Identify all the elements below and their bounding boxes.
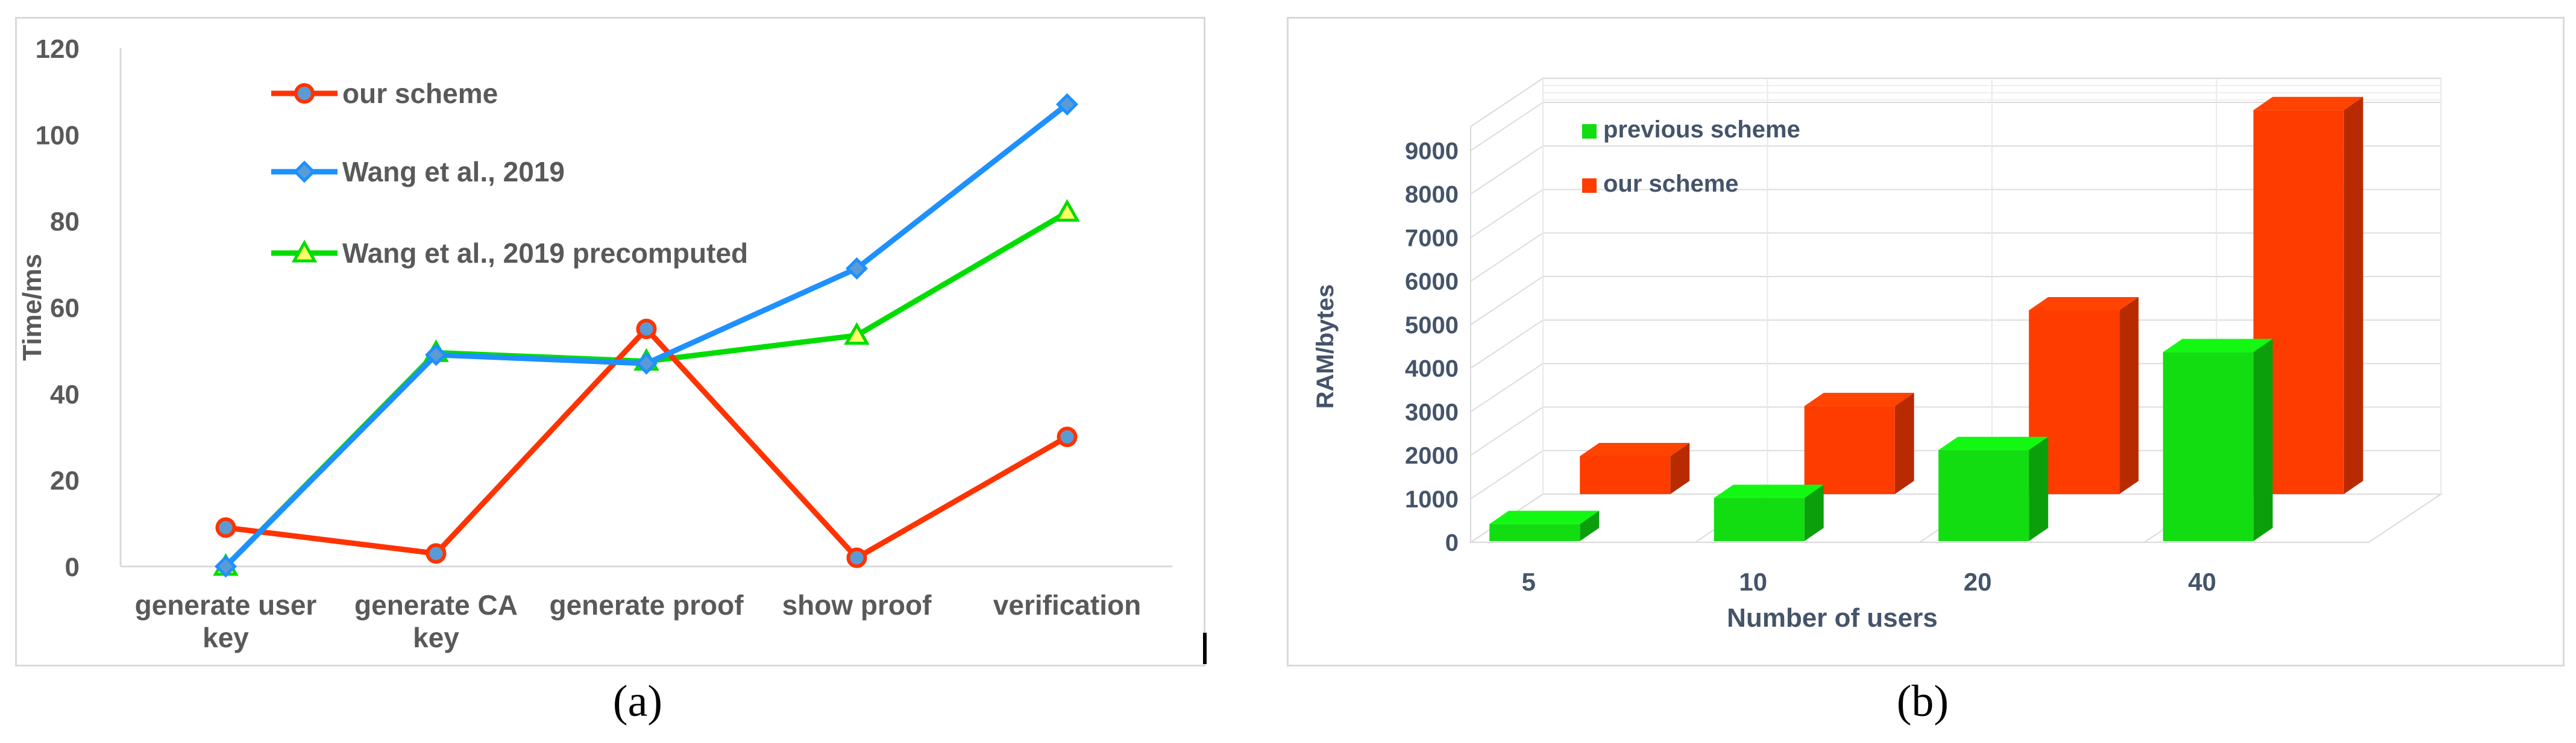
legend-entry-2: Wang et al., 2019 precomputed — [271, 237, 748, 269]
bar-side — [2253, 339, 2273, 541]
data-point — [424, 343, 448, 366]
bar-side — [1670, 442, 1690, 494]
series-line-1 — [214, 93, 1079, 578]
bar-side — [2343, 96, 2363, 494]
bar-top — [1580, 442, 1690, 456]
bar-front — [1580, 456, 1671, 494]
legend-marker — [293, 160, 316, 183]
y-tick-label: 9000 — [1405, 138, 1459, 165]
bar-previous-scheme — [2163, 339, 2273, 541]
legend-entry-1: Wang et al., 2019 — [271, 156, 565, 187]
y-tick-label: 5000 — [1405, 312, 1459, 339]
legend-label: our scheme — [342, 78, 498, 109]
bar-top — [1489, 510, 1600, 524]
x-tick-label: show proof — [782, 589, 932, 621]
x-tick-label: generate CA key — [354, 589, 518, 653]
panel-label-b: (b) — [1896, 677, 1949, 726]
data-point — [844, 322, 870, 345]
y-tick-label: 40 — [50, 380, 80, 409]
y-tick-label: 6000 — [1405, 269, 1459, 295]
legend-marker — [291, 239, 318, 263]
data-point — [1057, 427, 1078, 447]
x-tick-label: generate proof — [549, 589, 744, 621]
x-axis-label: Number of users — [1727, 603, 1938, 633]
bar-top — [1938, 436, 2049, 450]
bar-previous-scheme — [1714, 484, 1824, 541]
y-axis-label: RAM/bytes — [1312, 284, 1339, 409]
bar-front — [1804, 406, 1895, 494]
x-tick-label: verification — [993, 589, 1141, 621]
bar-side — [2029, 436, 2049, 541]
y-tick-label: 8000 — [1405, 181, 1459, 208]
data-point — [214, 555, 237, 578]
y-tick-label: 4000 — [1405, 356, 1459, 382]
grid-line — [2368, 494, 2442, 543]
x-tick-label: generate user key — [135, 589, 317, 653]
legend-label: our scheme — [1603, 171, 1739, 197]
bar-side — [1804, 484, 1824, 541]
data-point — [215, 517, 236, 538]
y-tick-label: 60 — [50, 293, 80, 323]
bar-top — [1804, 392, 1914, 406]
data-point — [845, 257, 869, 280]
bar-side — [2119, 297, 2139, 494]
data-point — [636, 318, 657, 339]
data-point — [426, 543, 447, 564]
bar-front — [2163, 352, 2254, 541]
legend-entry-0: previous scheme — [1582, 116, 1800, 143]
y-tick-label: 2000 — [1405, 443, 1459, 469]
bar-front — [1938, 450, 2029, 541]
y-tick-label: 120 — [36, 34, 80, 64]
bar-front — [1714, 498, 1805, 541]
x-tick-label: 5 — [1522, 568, 1536, 596]
bar-our-scheme — [1804, 392, 1914, 494]
data-point — [1055, 93, 1079, 116]
panel-label-a: (a) — [612, 677, 663, 726]
legend-swatch — [1582, 178, 1597, 193]
bar-side — [1580, 510, 1600, 541]
x-tick-label: 20 — [1964, 568, 1992, 596]
y-tick-label: 7000 — [1405, 225, 1459, 251]
legend-marker — [294, 83, 315, 104]
y-tick-label: 3000 — [1405, 399, 1459, 425]
x-tick-label: 40 — [2188, 568, 2216, 596]
line-chart-panel — [15, 17, 1205, 666]
bar-top — [2029, 297, 2139, 310]
y-tick-label: 20 — [50, 466, 80, 496]
legend-entry-0: our scheme — [271, 78, 498, 109]
y-axis-label: Time/ms — [17, 254, 47, 361]
y-tick-label: 0 — [65, 553, 80, 582]
bar-previous-scheme — [1489, 510, 1600, 541]
y-tick-label: 1000 — [1405, 486, 1459, 513]
legend-label: Wang et al., 2019 precomputed — [342, 237, 748, 269]
series-line-0 — [215, 318, 1078, 568]
bar-front — [1489, 524, 1580, 541]
y-tick-label: 80 — [50, 207, 80, 237]
bar-previous-scheme — [1938, 436, 2049, 541]
legend-entry-1: our scheme — [1582, 171, 1739, 197]
x-tick-label: 10 — [1739, 568, 1767, 596]
legend-swatch — [1582, 124, 1597, 139]
data-point — [635, 352, 658, 375]
bar-top — [2163, 339, 2273, 353]
bar-top — [2253, 96, 2363, 110]
bar-side — [1894, 392, 1914, 494]
data-point — [1054, 199, 1080, 222]
bar-top — [1714, 484, 1824, 498]
legend-label: Wang et al., 2019 — [342, 156, 565, 187]
y-tick-label: 100 — [36, 121, 80, 150]
stray-mark — [1203, 633, 1207, 664]
bar-our-scheme — [1580, 442, 1690, 494]
legend-label: previous scheme — [1603, 116, 1800, 143]
y-tick-label: 0 — [1445, 530, 1459, 556]
data-point — [846, 547, 867, 568]
side-wall — [1470, 77, 1544, 544]
